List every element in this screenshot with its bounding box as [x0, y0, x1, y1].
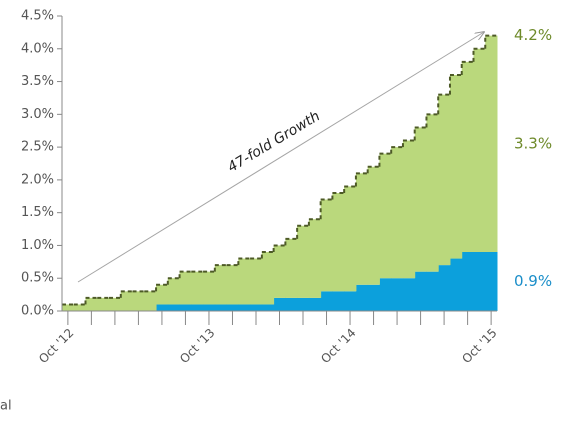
area-step [226, 304, 239, 311]
area-step [355, 173, 369, 285]
total-label: 4.2% [514, 26, 552, 44]
area-step [332, 193, 345, 292]
area-step [367, 166, 380, 285]
footer-fragment: al [0, 399, 12, 414]
area-step [285, 297, 298, 311]
area-step [402, 278, 416, 311]
area-step [391, 278, 404, 311]
area-step [179, 304, 192, 311]
area-step [438, 94, 451, 266]
area-step [355, 284, 369, 311]
area-step [238, 304, 251, 311]
area-step [73, 304, 87, 311]
area-step [191, 271, 204, 305]
area-step [62, 304, 75, 311]
area-step [203, 271, 216, 305]
area-step [297, 225, 310, 298]
area-step [344, 186, 357, 292]
area-step [438, 265, 451, 311]
area-step [250, 304, 263, 311]
area-step [156, 284, 169, 305]
area-step [320, 291, 333, 311]
area-step [179, 271, 192, 305]
x-tick-label: Oct '13 [177, 326, 217, 366]
value-label: 3.3% [514, 134, 552, 152]
area-step [344, 291, 357, 311]
area-step [332, 291, 345, 311]
y-tick-label: 3.5% [21, 74, 54, 89]
area-step [214, 265, 228, 305]
area-step [308, 297, 322, 311]
area-step [167, 278, 181, 305]
y-tick-label: 2.0% [21, 172, 54, 187]
y-tick-label: 1.0% [21, 238, 54, 253]
area-step [461, 252, 474, 311]
area-step [261, 252, 275, 305]
area-step [449, 75, 463, 259]
area-step [320, 199, 333, 292]
area-step [414, 127, 427, 272]
area-step [379, 278, 392, 311]
y-tick-label: 0.5% [21, 271, 54, 286]
area-step [402, 140, 416, 279]
area-step [473, 252, 486, 311]
area-step [156, 304, 169, 311]
area-step [261, 304, 275, 311]
area-step [273, 245, 286, 298]
area-step [250, 258, 263, 305]
area-step [391, 147, 404, 279]
growth-arrow [77, 32, 484, 283]
area-step [449, 258, 463, 311]
area-step [214, 304, 228, 311]
area-step [379, 153, 392, 279]
y-tick-label: 4.5% [21, 9, 54, 24]
area-step [167, 304, 181, 311]
area-step [109, 297, 122, 311]
x-tick-label: Oct '15 [459, 326, 499, 366]
area-step [144, 291, 157, 311]
area-step [485, 252, 498, 311]
y-tick-label: 1.5% [21, 205, 54, 220]
area-step [191, 304, 204, 311]
area-step [426, 114, 439, 272]
area-step [473, 48, 486, 253]
y-tick-label: 4.0% [21, 41, 54, 56]
area-step [308, 219, 322, 298]
area-step [297, 297, 310, 311]
area-step [426, 271, 439, 311]
area-step [132, 291, 145, 311]
area-step [226, 265, 239, 305]
y-tick-label: 3.0% [21, 107, 54, 122]
area-step [273, 297, 286, 311]
area-step [285, 238, 298, 298]
y-tick-label: 0.0% [21, 304, 54, 319]
x-tick-label: Oct '14 [318, 326, 358, 366]
area-step [85, 297, 98, 311]
area-step [414, 271, 427, 311]
area-step [120, 291, 134, 311]
area-step [367, 284, 380, 311]
area-step [485, 35, 498, 252]
area-step [97, 297, 110, 311]
annotation: 47-fold Growth [225, 108, 323, 176]
y-tick-label: 2.5% [21, 140, 54, 155]
x-tick-label: Oct '12 [36, 326, 76, 366]
area-step [238, 258, 251, 305]
area-step [461, 61, 474, 253]
area-step [203, 304, 216, 311]
value-label: 0.9% [514, 272, 552, 290]
